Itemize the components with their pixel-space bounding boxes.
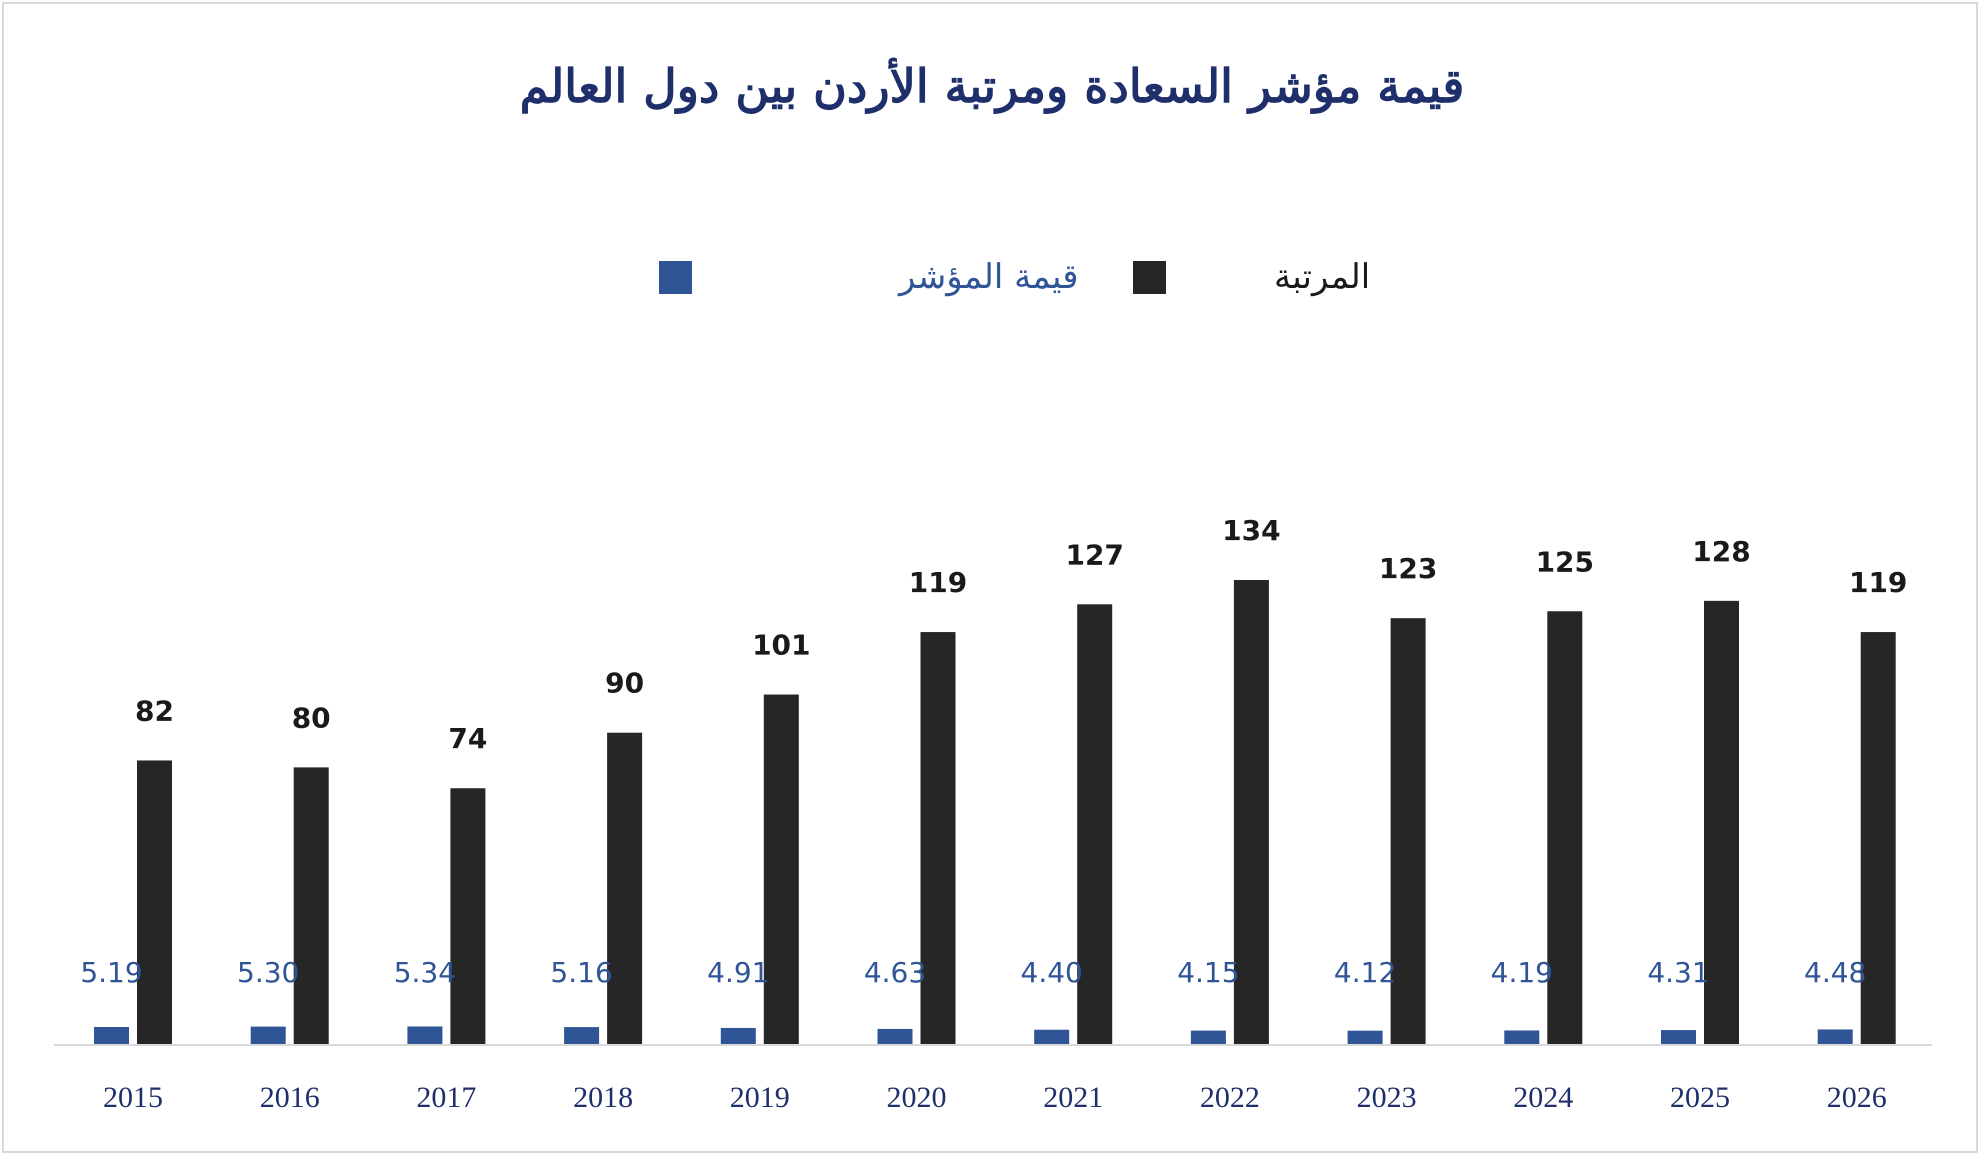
data-label-rank-2016: 80 xyxy=(292,701,331,734)
legend-swatch-index xyxy=(659,261,692,294)
bar-index-2020 xyxy=(877,1028,913,1045)
x-tick-2016: 2016 xyxy=(260,1081,320,1114)
x-tick-2021: 2021 xyxy=(1043,1081,1103,1114)
bar-rank-2023 xyxy=(1390,618,1426,1045)
legend-label-index: قيمة المؤشر xyxy=(897,257,1078,297)
x-tick-2017: 2017 xyxy=(416,1081,476,1114)
data-label-index-2021: 4.40 xyxy=(1021,956,1083,989)
data-label-index-2024: 4.19 xyxy=(1491,956,1553,989)
bar-index-2023 xyxy=(1347,1030,1383,1045)
bar-rank-2021 xyxy=(1077,604,1113,1045)
data-label-index-2026: 4.48 xyxy=(1804,956,1866,989)
data-label-rank-2017: 74 xyxy=(448,722,487,755)
x-tick-2019: 2019 xyxy=(730,1081,790,1114)
bar-index-2026 xyxy=(1817,1029,1853,1045)
bar-index-2017 xyxy=(407,1026,443,1045)
data-label-rank-2018: 90 xyxy=(605,667,644,700)
bar-index-2021 xyxy=(1034,1029,1070,1045)
data-label-rank-2025: 128 xyxy=(1692,535,1750,568)
data-label-index-2016: 5.30 xyxy=(237,956,299,989)
bar-rank-2026 xyxy=(1860,632,1896,1045)
bar-rank-2018 xyxy=(607,732,643,1045)
bar-rank-2022 xyxy=(1233,580,1269,1045)
x-tick-2023: 2023 xyxy=(1357,1081,1417,1114)
chart-title: قيمة مؤشر السعادة ومرتبة الأردن بين دول … xyxy=(520,57,1465,114)
legend-item-rank: المرتبة xyxy=(1133,257,1370,297)
data-label-rank-2020: 119 xyxy=(909,566,967,599)
bar-index-2016 xyxy=(250,1026,286,1045)
bar-rank-2016 xyxy=(293,767,329,1045)
bar-index-2025 xyxy=(1661,1030,1696,1045)
legend-swatch-rank xyxy=(1133,261,1166,294)
data-label-index-2017: 5.34 xyxy=(394,956,456,989)
data-label-rank-2024: 125 xyxy=(1536,545,1594,578)
legend-item-index: قيمة المؤشر xyxy=(659,257,1078,297)
data-label-index-2025: 4.31 xyxy=(1647,956,1709,989)
x-tick-2025: 2025 xyxy=(1670,1081,1730,1114)
data-label-rank-2019: 101 xyxy=(752,629,810,662)
legend: المرتبة قيمة المؤشر xyxy=(659,257,1370,297)
bar-rank-2015 xyxy=(137,760,172,1045)
data-label-rank-2023: 123 xyxy=(1379,552,1437,585)
x-tick-2026: 2026 xyxy=(1827,1081,1887,1114)
data-label-index-2019: 4.91 xyxy=(707,956,769,989)
data-label-index-2020: 4.63 xyxy=(864,956,926,989)
x-tick-2020: 2020 xyxy=(887,1081,947,1114)
x-tick-2024: 2024 xyxy=(1513,1081,1573,1114)
data-label-rank-2021: 127 xyxy=(1065,538,1123,571)
bar-rank-2025 xyxy=(1704,600,1739,1045)
data-label-index-2018: 5.16 xyxy=(550,956,612,989)
bar-rank-2020 xyxy=(920,632,956,1045)
bar-index-2019 xyxy=(720,1027,756,1045)
x-tick-2022: 2022 xyxy=(1200,1081,1260,1114)
data-label-index-2022: 4.15 xyxy=(1177,956,1239,989)
bar-index-2015 xyxy=(94,1026,129,1045)
bar-index-2022 xyxy=(1190,1030,1226,1045)
plot-area: 82 5.19 2015 80 5.30 2016 74 5.34 2017 90 5.16 2018… xyxy=(80,514,1907,1114)
bar-rank-2017 xyxy=(450,788,486,1045)
bar-index-2024 xyxy=(1504,1030,1540,1045)
chart-canvas: قيمة مؤشر السعادة ومرتبة الأردن بين دول … xyxy=(54,57,1932,1114)
bar-rank-2024 xyxy=(1547,611,1583,1045)
bar-index-2018 xyxy=(564,1027,600,1045)
data-label-index-2023: 4.12 xyxy=(1334,956,1396,989)
legend-label-rank: المرتبة xyxy=(1274,257,1370,297)
data-label-rank-2015: 82 xyxy=(135,694,174,727)
x-tick-2018: 2018 xyxy=(573,1081,633,1114)
x-tick-2015: 2015 xyxy=(103,1081,163,1114)
data-label-rank-2022: 134 xyxy=(1222,514,1280,547)
data-label-rank-2026: 119 xyxy=(1849,566,1907,599)
bar-rank-2019 xyxy=(763,694,799,1045)
data-label-index-2015: 5.19 xyxy=(80,956,142,989)
